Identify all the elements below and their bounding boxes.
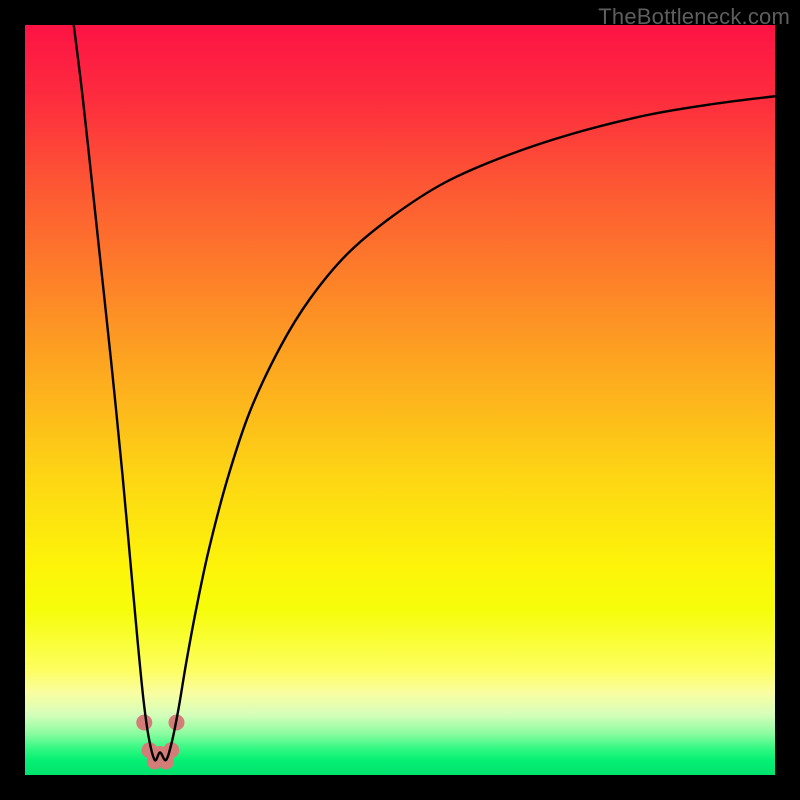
watermark-text: TheBottleneck.com bbox=[598, 4, 790, 30]
chart-plot-area bbox=[25, 25, 775, 775]
chart-svg bbox=[25, 25, 775, 775]
valley-marker bbox=[136, 715, 152, 731]
chart-gradient-background bbox=[25, 25, 775, 775]
outer-black-frame: TheBottleneck.com bbox=[0, 0, 800, 800]
